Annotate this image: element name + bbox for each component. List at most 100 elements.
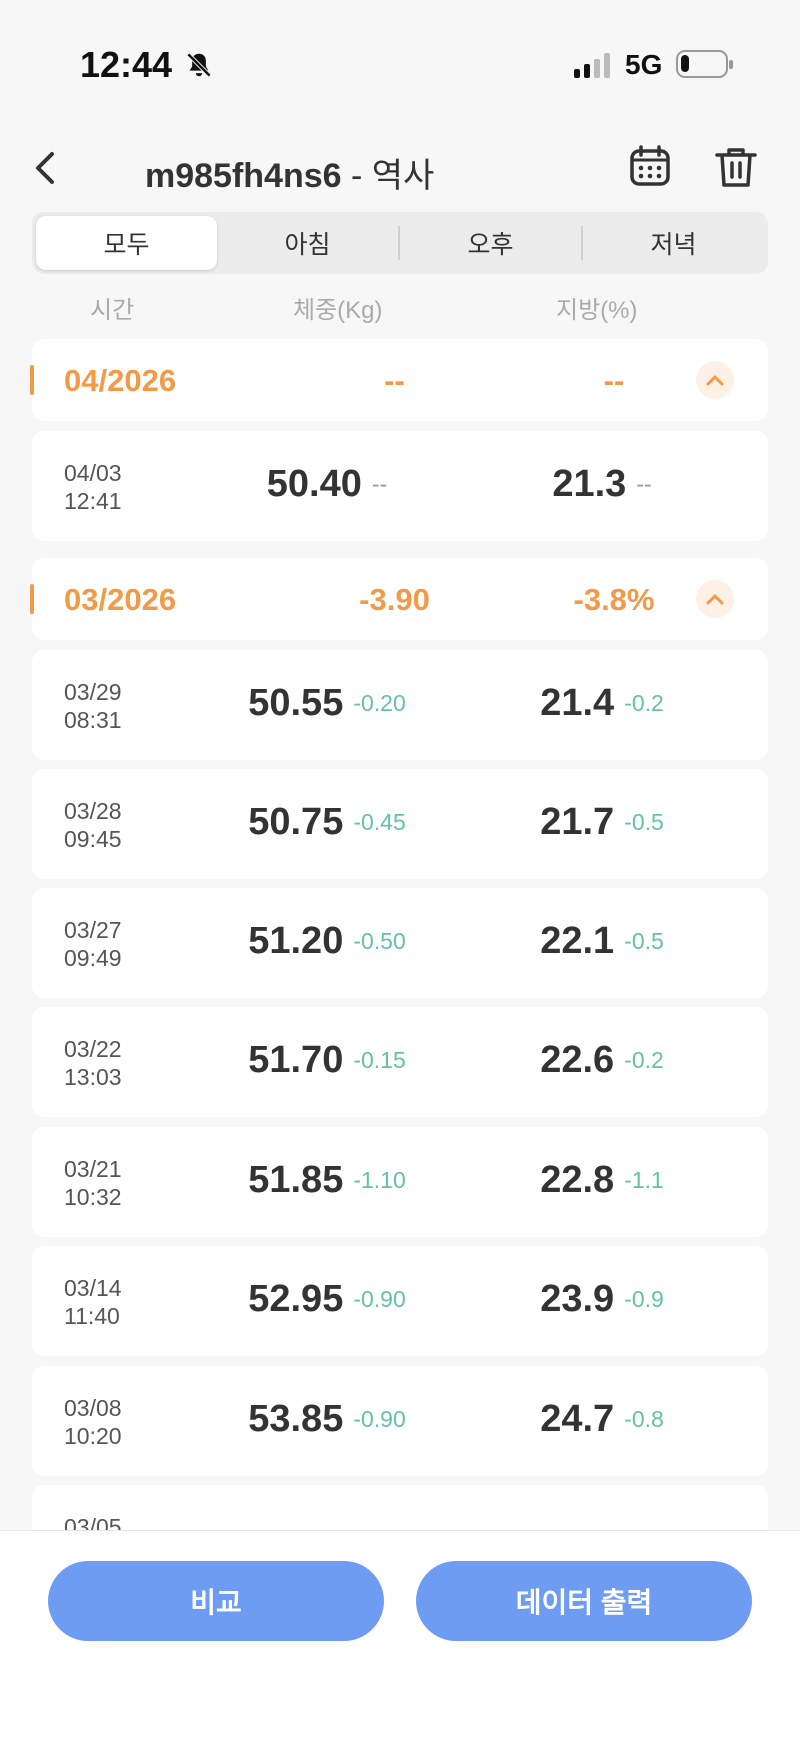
entry-fat: 23.9 -0.9 <box>452 1278 752 1321</box>
entry-time: 10:32 <box>64 1184 122 1210</box>
list-item[interactable]: 03/27 09:49 51.20 -0.50 22.1 -0.5 <box>32 888 768 998</box>
list-item[interactable]: 03/22 13:03 51.70 -0.15 22.6 -0.2 <box>32 1007 768 1117</box>
weight-value: 50.75 <box>248 801 344 843</box>
entry-fat: 22.6 -0.2 <box>452 1039 752 1082</box>
compare-button[interactable]: 비교 <box>48 1561 384 1641</box>
month-weight-change: -- <box>384 363 405 398</box>
entry-datetime: 03/08 10:20 <box>64 1394 122 1450</box>
fat-diff: -0.5 <box>624 928 664 954</box>
weight-diff: -0.90 <box>353 1406 406 1432</box>
weight-value: 50.40 <box>266 463 362 505</box>
entry-date: 03/21 <box>64 1156 122 1182</box>
entry-date: 03/27 <box>64 917 122 943</box>
list-item[interactable]: 03/28 09:45 50.75 -0.45 21.7 -0.5 <box>32 769 768 879</box>
fat-value: 22.8 <box>540 1159 615 1201</box>
fat-diff: -0.2 <box>624 690 664 716</box>
month-label: 03/2026 <box>64 582 177 617</box>
entry-time: 09:49 <box>64 945 122 971</box>
entry-date: 03/14 <box>64 1275 122 1301</box>
weight-diff: -0.90 <box>353 1286 406 1312</box>
entry-date: 03/29 <box>64 679 122 705</box>
fat-diff: -0.8 <box>624 1406 664 1432</box>
list-item[interactable]: 04/03 12:41 50.40 -- 21.3 -- <box>32 431 768 541</box>
period-tabs: 모두 아침 오후 저녁 <box>32 212 768 274</box>
calendar-icon[interactable] <box>628 144 672 188</box>
weight-value: 51.20 <box>248 920 344 962</box>
entry-time: 10:20 <box>64 1423 122 1449</box>
bottom-action-bar: 비교 데이터 출력 <box>0 1530 800 1740</box>
month-weight-change: -3.90 <box>359 582 430 617</box>
list-item[interactable]: 03/14 11:40 52.95 -0.90 23.9 -0.9 <box>32 1246 768 1356</box>
weight-diff: -1.10 <box>353 1167 406 1193</box>
month-header-03-2026[interactable]: 03/2026 -3.90 -3.8% <box>30 558 768 640</box>
entry-weight: 53.85 -0.90 <box>182 1398 472 1441</box>
month-accent-bar <box>30 584 34 614</box>
battery-icon <box>676 50 733 78</box>
chevron-up-icon <box>706 375 724 386</box>
tab-afternoon[interactable]: 오후 <box>467 231 514 259</box>
tab-all[interactable]: 모두 <box>36 216 217 270</box>
fat-value: 23.9 <box>540 1278 615 1320</box>
list-item[interactable]: 03/29 08:31 50.55 -0.20 21.4 -0.2 <box>32 650 768 760</box>
tab-evening[interactable]: 저녁 <box>650 231 697 259</box>
entry-fat: 21.7 -0.5 <box>452 801 752 844</box>
weight-value: 50.55 <box>248 682 344 724</box>
fat-value: 21.4 <box>540 682 615 724</box>
back-icon[interactable] <box>26 146 66 190</box>
device-id: m985fh4ns6 <box>145 157 342 195</box>
entry-fat: 21.4 -0.2 <box>452 682 752 725</box>
list-item[interactable]: 03/21 10:32 51.85 -1.10 22.8 -1.1 <box>32 1127 768 1237</box>
collapse-button[interactable] <box>696 580 734 618</box>
entry-time: 13:03 <box>64 1064 122 1090</box>
fat-value: 22.1 <box>540 920 615 962</box>
fat-value: 21.7 <box>540 801 615 843</box>
month-header-04-2026[interactable]: 04/2026 -- -- <box>30 339 768 421</box>
weight-diff: -0.45 <box>353 809 406 835</box>
weight-value: 51.85 <box>248 1159 344 1201</box>
weight-diff: -0.50 <box>353 928 406 954</box>
month-accent-bar <box>30 365 34 395</box>
tab-morning[interactable]: 아침 <box>284 231 331 259</box>
trash-icon[interactable] <box>714 144 758 190</box>
list-item[interactable]: 03/05 <box>32 1485 768 1530</box>
fat-diff: -0.2 <box>624 1047 664 1073</box>
fat-value: 24.7 <box>540 1398 615 1440</box>
tab-divider <box>398 226 400 260</box>
entry-fat: 22.1 -0.5 <box>452 920 752 963</box>
entry-datetime: 03/14 11:40 <box>64 1274 122 1330</box>
collapse-button[interactable] <box>696 361 734 399</box>
column-header-fat: 지방(%) <box>556 297 638 324</box>
entry-datetime: 03/27 09:49 <box>64 916 122 972</box>
entry-datetime: 03/21 10:32 <box>64 1155 122 1211</box>
status-time: 12:44 <box>80 44 173 85</box>
weight-value: 51.70 <box>248 1039 344 1081</box>
month-fat-change: -3.8% <box>573 582 655 617</box>
entry-fat: 24.7 -0.8 <box>452 1398 752 1441</box>
signal-icon <box>574 52 610 78</box>
page-title: m985fh4ns6 - 역사 <box>145 148 434 197</box>
fat-diff: -- <box>636 471 652 497</box>
entry-time: 11:40 <box>64 1303 120 1329</box>
title-suffix: - 역사 <box>341 157 435 195</box>
entry-weight: 51.20 -0.50 <box>182 920 472 963</box>
weight-value: 53.85 <box>248 1398 344 1440</box>
export-data-button[interactable]: 데이터 출력 <box>416 1561 752 1641</box>
month-fat-change: -- <box>603 363 625 398</box>
entry-time: 08:31 <box>64 707 122 733</box>
list-item[interactable]: 03/08 10:20 53.85 -0.90 24.7 -0.8 <box>32 1366 768 1476</box>
bell-muted-icon <box>186 52 212 78</box>
entry-date: 03/28 <box>64 798 122 824</box>
entry-date: 03/08 <box>64 1395 122 1421</box>
column-header-time: 시간 <box>90 297 135 324</box>
column-header-weight: 체중(Kg) <box>293 297 383 324</box>
history-list: 04/2026 -- -- 04/03 12:41 50.40 -- 21.3 -- … <box>30 339 768 1530</box>
entry-time: 09:45 <box>64 826 122 852</box>
entry-weight: 50.55 -0.20 <box>182 682 472 725</box>
chevron-up-icon <box>706 594 724 605</box>
weight-diff: -- <box>371 471 388 497</box>
entry-date: 03/22 <box>64 1036 122 1062</box>
entry-weight: 50.75 -0.45 <box>182 801 472 844</box>
tab-divider <box>581 226 583 260</box>
weight-diff: -0.20 <box>353 690 406 716</box>
entry-weight: 50.40 -- <box>182 463 472 506</box>
